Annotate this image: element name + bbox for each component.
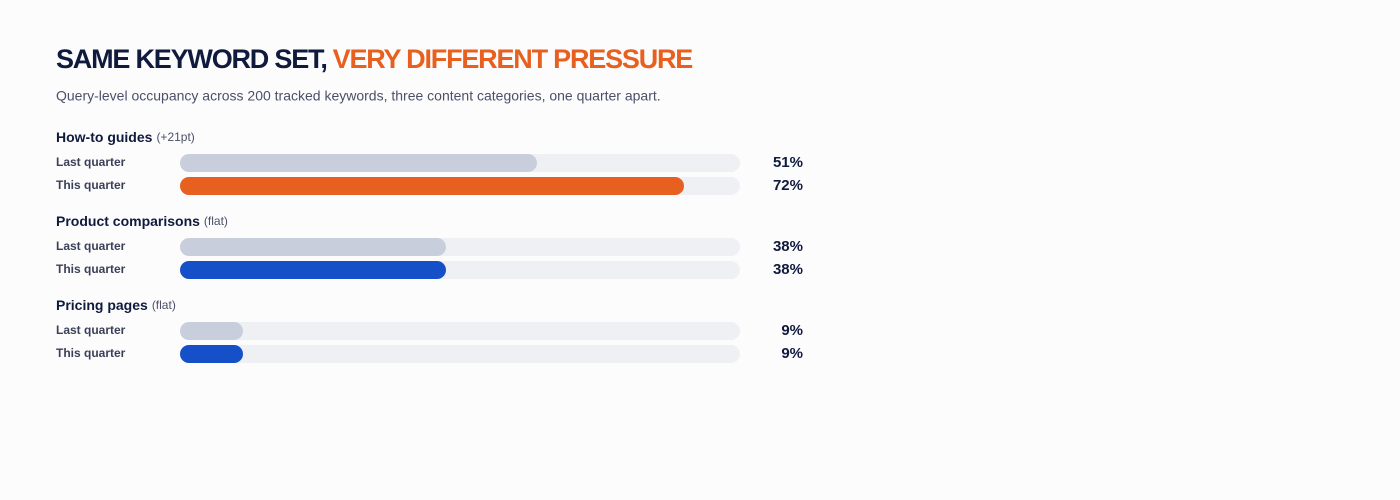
row-label: This quarter xyxy=(56,262,126,276)
row-label: Last quarter xyxy=(56,155,126,169)
value-label: 9% xyxy=(781,345,803,362)
group-label: Pricing pages (flat) xyxy=(56,297,176,313)
chart-title: SAME KEYWORD SET, VERY DIFFERENT PRESSURE xyxy=(56,44,692,74)
group-name: Pricing pages xyxy=(56,297,148,313)
group-label: Product comparisons (flat) xyxy=(56,213,228,229)
subtitle: Query-level occupancy across 200 tracked… xyxy=(56,88,661,104)
group-note: (flat) xyxy=(204,214,228,228)
value-label: 9% xyxy=(781,322,803,339)
bar xyxy=(180,238,446,256)
row-label: This quarter xyxy=(56,178,126,192)
bar xyxy=(180,322,243,340)
row-label: This quarter xyxy=(56,346,126,360)
row-label: Last quarter xyxy=(56,323,126,337)
value-label: 72% xyxy=(773,177,803,194)
title-main: SAME KEYWORD SET, xyxy=(56,44,327,74)
bar xyxy=(180,345,243,363)
bar-track xyxy=(180,322,740,340)
bar xyxy=(180,177,684,195)
group-name: How-to guides xyxy=(56,129,153,145)
bar xyxy=(180,261,446,279)
value-label: 38% xyxy=(773,238,803,255)
group-note: (flat) xyxy=(152,298,176,312)
row-label: Last quarter xyxy=(56,239,126,253)
bar xyxy=(180,154,537,172)
group-name: Product comparisons xyxy=(56,213,200,229)
title-highlight: VERY DIFFERENT PRESSURE xyxy=(333,44,693,74)
value-label: 38% xyxy=(773,261,803,278)
group-note: (+21pt) xyxy=(156,130,194,144)
value-label: 51% xyxy=(773,154,803,171)
group-label: How-to guides (+21pt) xyxy=(56,129,195,145)
bar-track xyxy=(180,345,740,363)
